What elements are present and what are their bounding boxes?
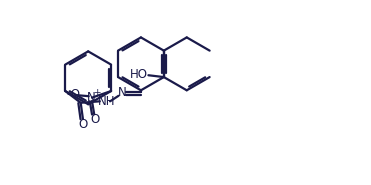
Text: NH: NH — [98, 95, 115, 108]
Text: N: N — [87, 91, 96, 104]
Text: O: O — [90, 113, 99, 126]
Text: N: N — [118, 86, 127, 99]
Text: -O: -O — [66, 88, 80, 101]
Text: +: + — [93, 88, 101, 97]
Text: HO: HO — [130, 68, 148, 81]
Text: O: O — [79, 118, 88, 131]
